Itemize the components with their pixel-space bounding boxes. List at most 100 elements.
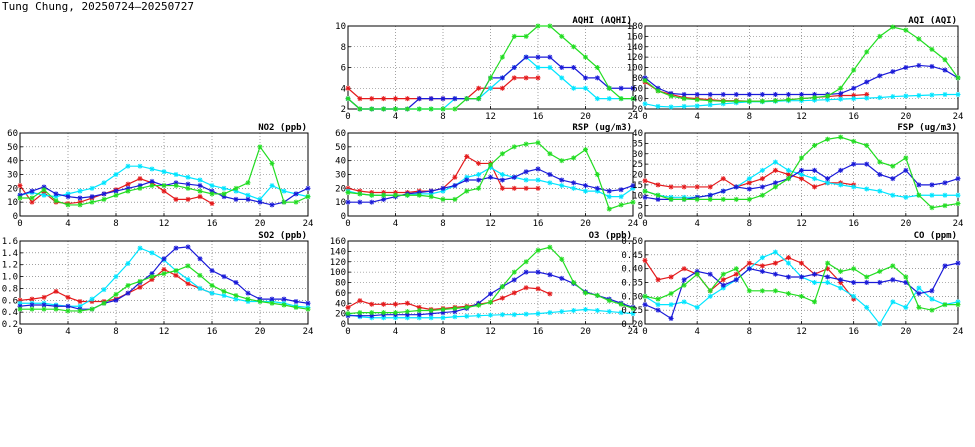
marker-stroke [417, 106, 422, 112]
marker-stroke [903, 305, 909, 310]
y-tick-label: 2 [341, 105, 346, 115]
marker-stroke [381, 302, 386, 307]
marker-stroke [345, 86, 351, 91]
marker-stroke [257, 144, 263, 150]
data-point [955, 192, 961, 198]
y-tick-label: 40 [7, 157, 18, 167]
data-point [559, 75, 565, 81]
marker-stroke [773, 180, 778, 186]
data-point [606, 85, 612, 91]
marker-stroke [345, 199, 351, 205]
marker-stroke [512, 290, 517, 296]
data-point [29, 306, 35, 312]
data-point [606, 309, 612, 315]
marker-stroke [721, 271, 726, 277]
data-point [746, 91, 752, 97]
marker-stroke [77, 308, 83, 314]
data-point [630, 311, 636, 317]
marker-stroke [381, 310, 386, 315]
data-point [877, 280, 883, 285]
marker-stroke [864, 79, 869, 85]
data-point [293, 191, 299, 197]
data-point [851, 293, 857, 299]
marker-stroke [405, 193, 410, 198]
marker-stroke [452, 96, 458, 101]
data-point [511, 33, 517, 39]
marker-stroke [173, 197, 179, 202]
marker-stroke [707, 98, 713, 103]
data-point [955, 91, 961, 97]
data-point [890, 263, 896, 269]
data-point [785, 97, 791, 103]
y-tick-label: 1.0 [2, 273, 18, 283]
data-point [161, 169, 167, 175]
marker-stroke [185, 244, 191, 250]
data-point [113, 297, 119, 303]
y-tick-label: 1.2 [2, 261, 18, 271]
data-point [428, 315, 434, 321]
marker-stroke [812, 280, 817, 285]
data-point [851, 184, 857, 190]
x-tick-label: 8 [440, 112, 445, 122]
data-point [785, 274, 791, 280]
marker-stroke [293, 191, 299, 197]
marker-stroke [929, 47, 935, 52]
marker-stroke [369, 302, 374, 307]
marker-stroke [694, 97, 700, 102]
marker-stroke [65, 303, 71, 309]
marker-stroke [281, 188, 287, 194]
data-point [65, 202, 71, 208]
data-point [535, 247, 541, 253]
data-point [65, 294, 71, 300]
data-point [571, 185, 577, 191]
marker-stroke [799, 172, 804, 177]
y-tick-label: 60 [632, 84, 643, 94]
data-point [890, 94, 896, 100]
marker-stroke [137, 186, 143, 191]
marker-stroke [53, 306, 59, 312]
data-point [393, 310, 398, 316]
marker-stroke [681, 92, 687, 97]
data-point [511, 75, 517, 81]
marker-stroke [642, 258, 648, 263]
marker-stroke [197, 177, 203, 183]
marker-stroke [173, 273, 179, 278]
data-point [733, 277, 739, 283]
marker-stroke [851, 139, 856, 144]
x-tick-label: 20 [255, 219, 266, 229]
x-tick-label: 4 [694, 327, 699, 337]
series-day2 [345, 165, 636, 200]
data-point [759, 255, 765, 261]
data-point [197, 194, 203, 200]
y-tick-label: 0.25 [621, 306, 643, 316]
marker-stroke [642, 101, 648, 107]
data-point [942, 180, 948, 186]
data-point [125, 290, 131, 296]
marker-stroke [535, 23, 541, 29]
marker-stroke [890, 94, 896, 99]
data-point [583, 290, 588, 296]
data-point [269, 202, 275, 208]
marker-stroke [369, 193, 374, 198]
data-point [594, 65, 600, 70]
marker-stroke [77, 202, 83, 208]
data-point [559, 65, 565, 70]
marker-stroke [65, 295, 71, 300]
marker-stroke [799, 294, 804, 299]
data-point [149, 166, 155, 172]
data-point [305, 300, 311, 306]
marker-stroke [113, 193, 119, 198]
data-point [89, 194, 95, 200]
marker-stroke [864, 274, 869, 280]
data-point [511, 277, 517, 283]
x-tick-label: 4 [65, 219, 70, 229]
marker-stroke [903, 27, 909, 33]
data-point [655, 103, 661, 109]
data-point [720, 98, 726, 104]
data-point [606, 206, 612, 212]
data-point [499, 284, 505, 290]
data-point [772, 167, 778, 173]
marker-stroke [41, 295, 47, 300]
data-point [499, 54, 505, 60]
x-tick-label: 12 [485, 112, 496, 122]
